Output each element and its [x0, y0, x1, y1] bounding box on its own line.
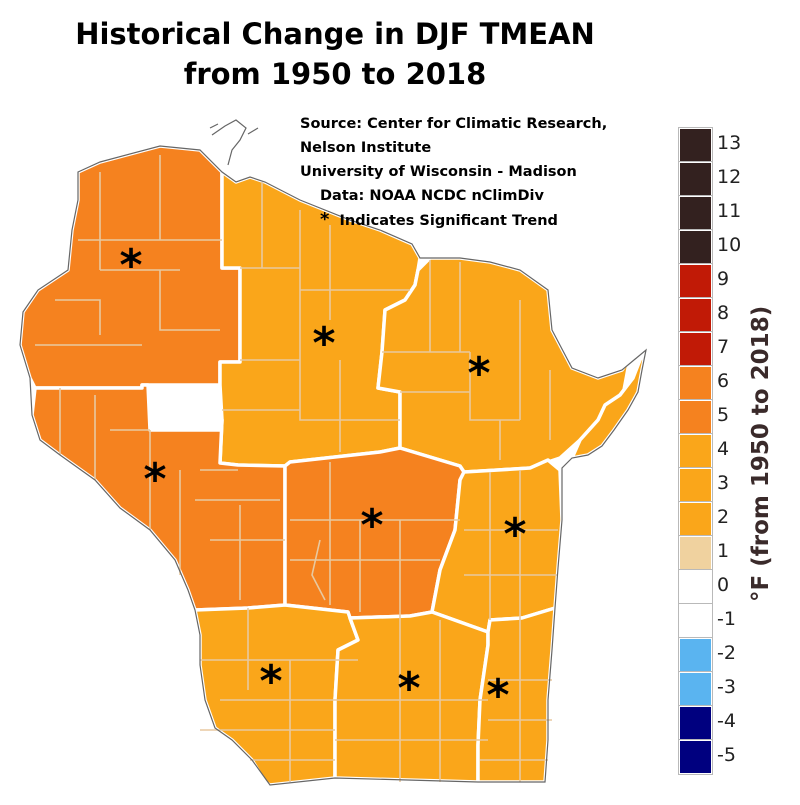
legend-item: -4 — [679, 706, 779, 740]
legend-label: 1 — [717, 540, 730, 562]
legend-item: 10 — [679, 230, 779, 264]
legend-swatch — [679, 672, 712, 706]
legend-label: 13 — [717, 132, 742, 154]
significance-note: * Indicates Significant Trend — [300, 208, 607, 233]
legend-item: 11 — [679, 196, 779, 230]
significance-star-east-central: * — [503, 509, 526, 560]
legend-swatch — [679, 298, 712, 332]
apostle-islands — [209, 119, 259, 166]
map-title: Historical Change in DJF TMEAN from 1950… — [0, 14, 670, 94]
legend-label: 7 — [717, 336, 730, 358]
county-lines — [35, 155, 558, 782]
legend-item: 4 — [679, 434, 779, 468]
title-line-2: from 1950 to 2018 — [183, 57, 487, 91]
source-line-1: Source: Center for Climatic Research, — [300, 116, 608, 132]
source-line-2: Nelson Institute — [300, 140, 432, 156]
legend-swatch — [679, 740, 712, 774]
legend-item: -1 — [679, 604, 779, 638]
legend-label: 10 — [717, 234, 742, 256]
legend-item: 12 — [679, 162, 779, 196]
legend-item: 6 — [679, 366, 779, 400]
significance-star-west-central: * — [143, 454, 166, 505]
legend-swatch — [679, 468, 712, 502]
legend-item: 8 — [679, 298, 779, 332]
legend-swatch — [679, 264, 712, 298]
legend-item: 3 — [679, 468, 779, 502]
legend-item: 13 — [679, 128, 779, 162]
legend-label: -1 — [717, 608, 736, 630]
significance-star-southwest: * — [259, 656, 282, 707]
legend-label: -2 — [717, 642, 736, 664]
significance-star-south-central: * — [397, 663, 420, 714]
legend-label: 8 — [717, 302, 730, 324]
legend-swatch — [679, 196, 712, 230]
significance-star-northwest: * — [119, 240, 142, 291]
title-line-1: Historical Change in DJF TMEAN — [75, 17, 595, 51]
star-icon: * — [320, 209, 330, 230]
legend-swatch — [679, 230, 712, 264]
legend-swatch — [679, 434, 712, 468]
state-outline — [19, 145, 647, 786]
legend-swatch — [679, 332, 712, 366]
legend-item: 0 — [679, 570, 779, 604]
legend-swatch — [679, 604, 712, 638]
source-line-3: University of Wisconsin - Madison — [300, 164, 577, 180]
legend-item: -2 — [679, 638, 779, 672]
legend-label: -4 — [717, 710, 736, 732]
legend-label: 6 — [717, 370, 730, 392]
significance-star-central: * — [360, 500, 383, 551]
legend-swatch — [679, 638, 712, 672]
legend-label: 4 — [717, 438, 730, 460]
legend-label: 3 — [717, 472, 730, 494]
significance-star-north-central: * — [312, 318, 335, 369]
significance-star-northeast: * — [467, 348, 490, 399]
significance-star-southeast: * — [486, 670, 509, 721]
legend-label: -5 — [717, 744, 736, 766]
legend-label: 0 — [717, 574, 730, 596]
legend-swatch — [679, 400, 712, 434]
legend-swatch — [679, 366, 712, 400]
source-note: Source: Center for Climatic Research, Ne… — [300, 112, 607, 233]
legend-label: 2 — [717, 506, 730, 528]
legend-label: 9 — [717, 268, 730, 290]
legend-item: 7 — [679, 332, 779, 366]
legend-swatch — [679, 706, 712, 740]
legend-item: 2 — [679, 502, 779, 536]
legend-swatch — [679, 162, 712, 196]
legend-title: °F (from 1950 to 2018) — [748, 305, 774, 602]
legend-item: -3 — [679, 672, 779, 706]
legend-item: -5 — [679, 740, 779, 774]
legend-label: 12 — [717, 166, 742, 188]
source-line-4: Data: NOAA NCDC nClimDiv — [320, 188, 544, 204]
legend-label: -3 — [717, 676, 736, 698]
significance-note-text: Indicates Significant Trend — [339, 213, 558, 229]
legend-item: 5 — [679, 400, 779, 434]
legend-item: 9 — [679, 264, 779, 298]
legend-swatch — [679, 536, 712, 570]
legend-swatch — [679, 502, 712, 536]
legend-label: 11 — [717, 200, 742, 222]
legend-label: 5 — [717, 404, 730, 426]
legend-swatch — [679, 570, 712, 604]
legend-item: 1 — [679, 536, 779, 570]
legend-swatch — [679, 128, 712, 162]
